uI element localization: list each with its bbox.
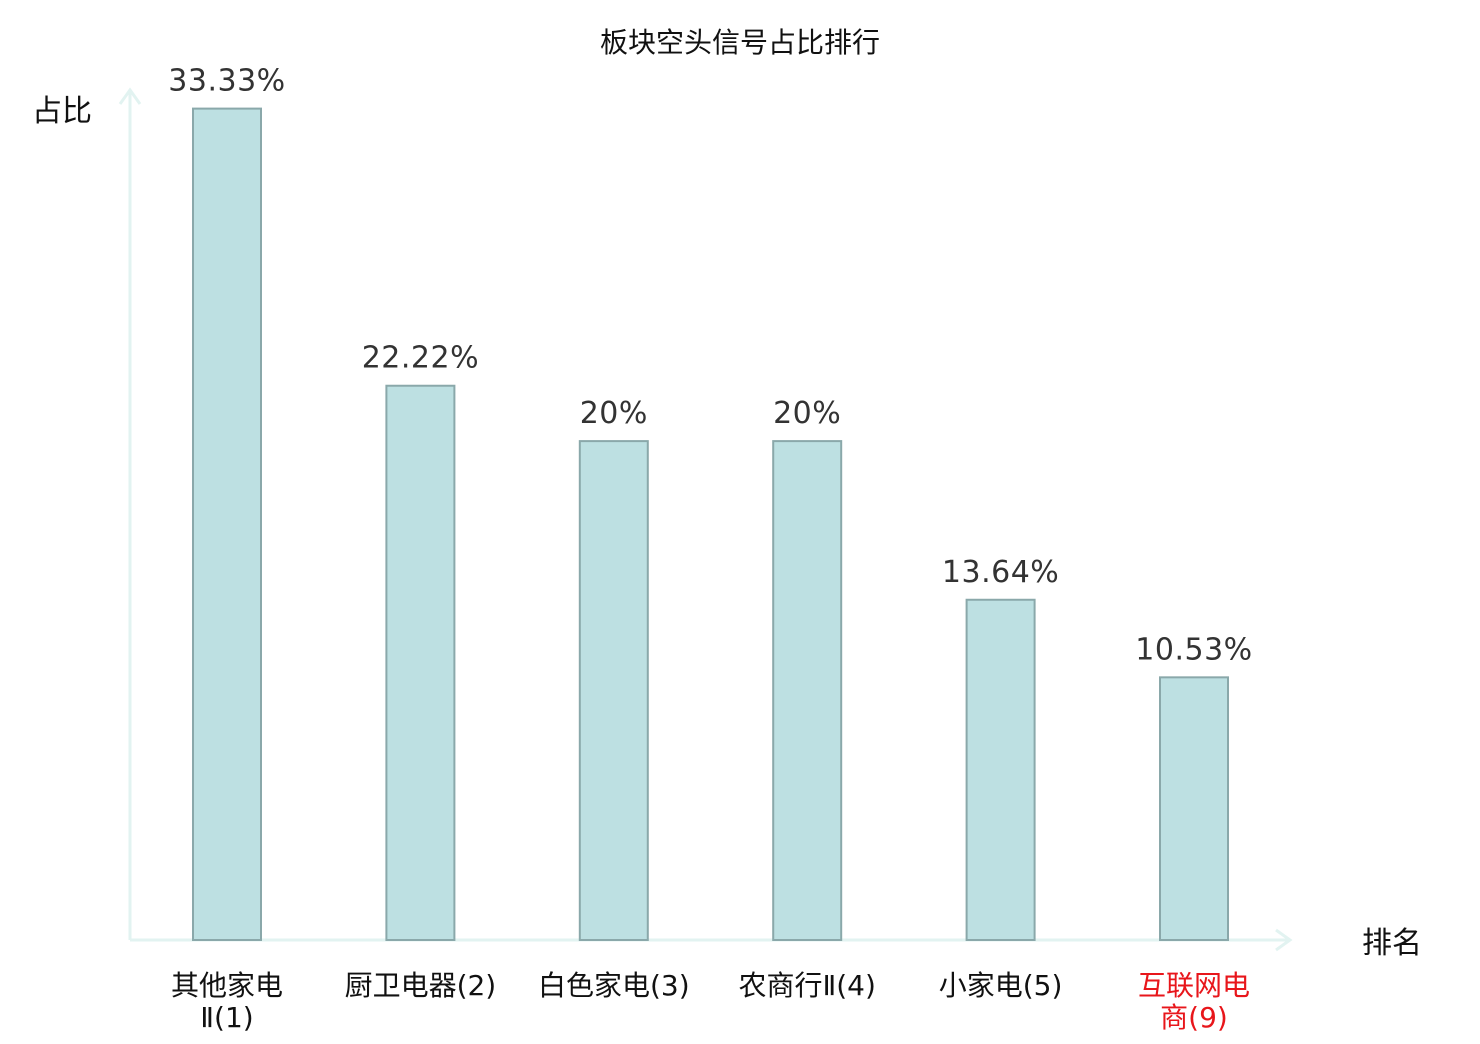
category-label-4: 农商行Ⅱ(4) (738, 969, 875, 1002)
value-labels-group: 33.33% 22.22% 20% 20% 13.64% 10.53% (168, 64, 1252, 668)
x-axis-arrow (1275, 928, 1293, 952)
bar-6 (1159, 676, 1229, 942)
category-label-6: 互联网电商(9) (1138, 969, 1250, 1034)
bars-group (192, 107, 1229, 942)
value-label-1: 33.33% (168, 64, 285, 99)
bar-2 (385, 384, 456, 941)
bar-5 (965, 598, 1036, 941)
category-labels-group: 其他家电 Ⅱ(1) 厨卫电器(2) 白色家电(3) 农商行Ⅱ(4) 小家电(5) 互联网电商… (171, 969, 1250, 1034)
y-axis-arrow (118, 87, 142, 105)
category-label-5: 小家电(5) (939, 969, 1063, 1002)
category-label-2: 厨卫电器(2) (345, 969, 497, 1002)
value-label-2: 22.22% (362, 341, 479, 376)
value-label-6: 10.53% (1135, 632, 1252, 667)
bar-1 (192, 107, 262, 941)
chart-title: 板块空头信号占比排行 (600, 26, 880, 59)
category-label-3: 白色家电(3) (538, 969, 690, 1002)
bar-3 (578, 440, 649, 941)
value-label-4: 20% (773, 396, 841, 431)
value-label-5: 13.64% (942, 555, 1059, 590)
category-label-1: 其他家电 Ⅱ(1) (171, 969, 283, 1034)
y-axis-label: 占比 (32, 94, 92, 129)
x-axis-label: 排名 (1362, 926, 1422, 961)
bar-4 (772, 440, 843, 941)
axes (118, 87, 1293, 952)
value-label-3: 20% (580, 396, 648, 431)
